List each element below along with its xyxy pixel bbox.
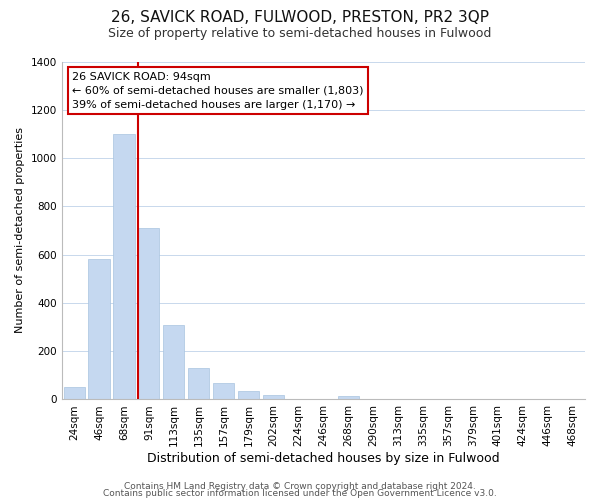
Bar	[238, 391, 259, 400]
Text: 26 SAVICK ROAD: 94sqm
← 60% of semi-detached houses are smaller (1,803)
39% of s: 26 SAVICK ROAD: 94sqm ← 60% of semi-deta…	[72, 72, 364, 110]
Text: Contains HM Land Registry data © Crown copyright and database right 2024.: Contains HM Land Registry data © Crown c…	[124, 482, 476, 491]
Text: 26, SAVICK ROAD, FULWOOD, PRESTON, PR2 3QP: 26, SAVICK ROAD, FULWOOD, PRESTON, PR2 3…	[111, 10, 489, 25]
Bar	[163, 324, 184, 400]
X-axis label: Distribution of semi-detached houses by size in Fulwood: Distribution of semi-detached houses by …	[147, 452, 500, 465]
Bar	[213, 382, 234, 400]
Bar	[88, 260, 110, 400]
Y-axis label: Number of semi-detached properties: Number of semi-detached properties	[15, 128, 25, 334]
Bar	[113, 134, 134, 400]
Text: Contains public sector information licensed under the Open Government Licence v3: Contains public sector information licen…	[103, 489, 497, 498]
Text: Size of property relative to semi-detached houses in Fulwood: Size of property relative to semi-detach…	[109, 28, 491, 40]
Bar	[64, 388, 85, 400]
Bar	[188, 368, 209, 400]
Bar	[138, 228, 160, 400]
Bar	[338, 396, 359, 400]
Bar	[263, 394, 284, 400]
